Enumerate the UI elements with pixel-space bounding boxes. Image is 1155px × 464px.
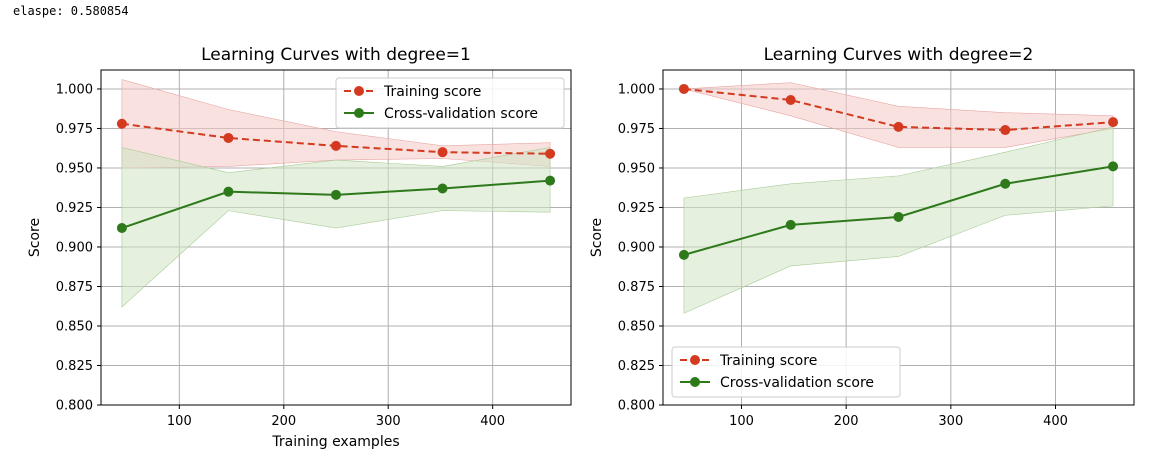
y-axis-label: Score — [27, 218, 43, 257]
data-point-training — [1000, 125, 1011, 136]
x-tick-label: 300 — [938, 414, 963, 429]
series-line-training — [683, 87, 1114, 132]
legend-marker-validation — [354, 108, 364, 118]
y-tick-label: 0.975 — [618, 122, 655, 137]
data-point-training — [893, 121, 904, 132]
y-tick-label: 0.900 — [56, 240, 93, 255]
data-point-validation — [545, 175, 556, 186]
data-point-validation — [1000, 178, 1011, 189]
data-point-training — [331, 140, 341, 151]
legend-label-validation: Cross-validation score — [384, 106, 538, 122]
y-tick-label: 1.000 — [618, 82, 655, 97]
y-tick-label: 0.850 — [56, 319, 93, 334]
data-point-validation — [223, 186, 234, 197]
legend-marker-validation — [690, 377, 700, 387]
y-tick-label: 0.950 — [618, 161, 655, 176]
legend-label-training: Training score — [383, 84, 481, 100]
y-tick-label: 0.975 — [56, 122, 93, 137]
data-point-validation — [785, 219, 796, 230]
x-tick-label: 200 — [834, 414, 859, 429]
chart-title: Learning Curves with degree=1 — [201, 45, 471, 65]
data-point-validation — [678, 249, 689, 260]
plot-frame — [100, 69, 572, 406]
confidence-band-validation — [121, 147, 551, 308]
confidence-band-training — [683, 82, 1114, 148]
legend-label-training: Training score — [719, 353, 817, 369]
data-point-training — [785, 95, 796, 106]
data-point-training — [223, 132, 234, 143]
y-tick-label: 0.950 — [56, 161, 93, 176]
legend-box — [335, 77, 565, 129]
y-tick-label: 0.900 — [618, 240, 655, 255]
data-point-training — [437, 147, 448, 158]
plot-frame — [662, 69, 1135, 406]
data-point-training — [1108, 117, 1119, 128]
y-tick-label: 0.850 — [618, 319, 655, 334]
chart-title: Learning Curves with degree=2 — [764, 45, 1034, 65]
y-tick-label: 0.825 — [56, 359, 93, 374]
y-tick-label: 0.800 — [56, 399, 93, 414]
data-point-validation — [331, 189, 341, 200]
x-tick-label: 200 — [271, 414, 296, 429]
y-tick-label: 0.925 — [56, 201, 93, 216]
data-point-validation — [1108, 161, 1119, 172]
x-tick-label: 100 — [729, 414, 754, 429]
y-tick-label: 0.925 — [618, 201, 655, 216]
y-axis-label: Score — [589, 218, 605, 257]
legend-marker-training — [354, 86, 364, 96]
chart-2: 100 200 300 400 0.800 0.825 0.850 0.875 0.900 0.9… — [589, 45, 1135, 429]
data-point-training — [116, 118, 127, 129]
chart-1: 100 200 300 400 0.800 0.825 0.850 0.875 0.900 0.9… — [27, 45, 572, 450]
legend-label-validation: Cross-validation score — [720, 375, 874, 391]
data-point-validation — [893, 211, 904, 222]
legend-box — [671, 346, 901, 398]
legend: Training score Cross-validation score — [335, 77, 565, 129]
x-axis-label: Training examples — [271, 434, 399, 450]
x-tick-label: 400 — [1043, 414, 1068, 429]
x-tick-label: 300 — [376, 414, 401, 429]
data-point-training — [678, 83, 689, 94]
y-tick-label: 1.000 — [56, 82, 93, 97]
x-tick-label: 400 — [480, 414, 505, 429]
data-point-training — [545, 148, 556, 159]
legend-marker-training — [690, 355, 700, 365]
y-tick-label: 0.800 — [618, 399, 655, 414]
legend: Training score Cross-validation score — [671, 346, 901, 398]
x-tick-label: 100 — [167, 414, 192, 429]
y-tick-label: 0.875 — [618, 280, 655, 295]
y-tick-label: 0.875 — [56, 280, 93, 295]
data-point-validation — [116, 223, 127, 234]
elapsed-time-output: elaspe: 0.580854 — [13, 4, 129, 18]
data-point-validation — [437, 183, 448, 194]
y-tick-label: 0.825 — [618, 359, 655, 374]
